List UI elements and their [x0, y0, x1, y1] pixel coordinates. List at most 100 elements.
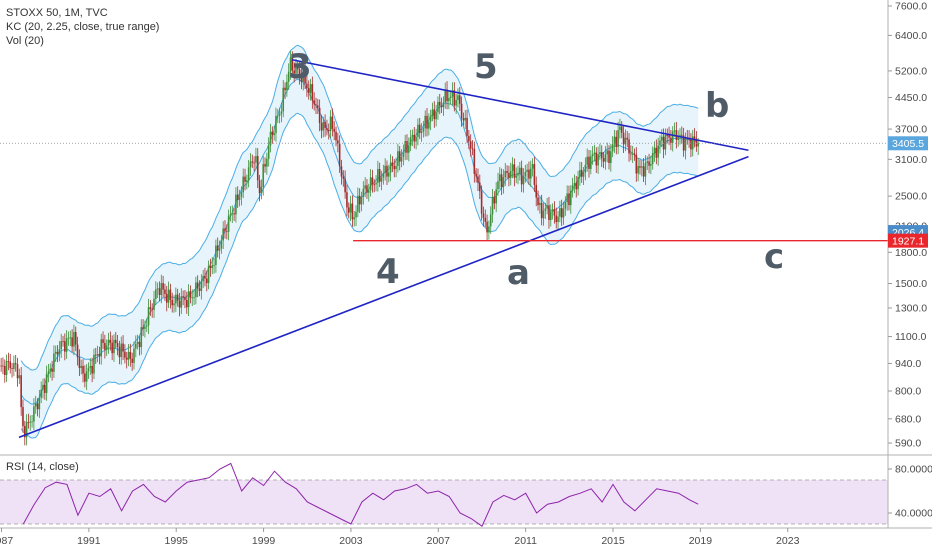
wave-label-b: b	[705, 86, 729, 126]
candle-body	[429, 115, 432, 122]
candle	[193, 289, 195, 305]
candle	[666, 128, 669, 144]
candle	[457, 88, 459, 108]
candle	[340, 159, 343, 185]
price-tick-label: 5200.0	[895, 65, 927, 77]
candle-body	[64, 341, 66, 352]
candle-body	[102, 339, 104, 343]
wave-label-5: 5	[474, 47, 498, 87]
candle-body	[147, 307, 150, 326]
candle	[482, 206, 485, 227]
candle-body	[408, 145, 410, 153]
candle-body	[78, 357, 81, 368]
candle-body	[471, 148, 474, 150]
candle-body	[109, 339, 112, 343]
candle	[357, 187, 359, 218]
candle-body	[679, 134, 681, 137]
candle	[393, 158, 396, 178]
candle	[478, 174, 481, 200]
candle	[180, 288, 183, 315]
candle-body	[242, 176, 244, 193]
price-panel[interactable]	[0, 44, 888, 446]
wave-label-c: c	[764, 237, 784, 277]
candle-body	[215, 245, 217, 266]
candle-body	[11, 368, 13, 370]
candle	[406, 134, 408, 160]
candle-body	[74, 331, 77, 345]
candle-body	[315, 104, 317, 106]
candle-body	[346, 192, 348, 208]
rsi-panel[interactable]	[0, 462, 888, 527]
candle	[302, 63, 305, 91]
candle	[677, 130, 679, 147]
candle-body	[473, 148, 476, 174]
candle-body	[569, 190, 572, 206]
candle	[542, 202, 545, 226]
candle	[96, 345, 99, 363]
candle	[398, 145, 401, 171]
candle-body	[428, 121, 430, 129]
candle-body	[597, 154, 599, 166]
candle-body	[200, 281, 203, 291]
candle	[371, 169, 374, 193]
candle-body	[604, 154, 607, 162]
candle	[639, 159, 641, 175]
candle-body	[409, 137, 412, 146]
candle	[27, 413, 30, 429]
candle-body	[233, 213, 235, 215]
candle	[31, 414, 33, 428]
candle-body	[80, 365, 83, 368]
candle-body	[22, 407, 24, 427]
candle	[588, 149, 590, 178]
candle-body	[165, 293, 168, 303]
candle-body	[420, 131, 423, 133]
candle-body	[5, 361, 8, 375]
candle-body	[82, 365, 84, 374]
candle-body	[195, 282, 197, 298]
candle-body	[449, 96, 452, 99]
candle	[346, 184, 348, 217]
time-tick-label: 1995	[165, 535, 189, 547]
candle	[344, 170, 346, 199]
candle-body	[284, 87, 286, 91]
candle	[622, 125, 625, 154]
price-tick-label: 1800.0	[895, 247, 927, 259]
candle	[495, 182, 497, 213]
candle-body	[133, 348, 135, 363]
candle-body	[458, 95, 461, 104]
candle	[220, 234, 223, 254]
candle	[326, 119, 328, 136]
candle	[49, 363, 52, 378]
candle-body	[659, 140, 661, 146]
candle	[246, 174, 248, 190]
candle-body	[398, 151, 401, 162]
candle	[526, 163, 528, 181]
candle	[251, 154, 254, 168]
candle-body	[544, 208, 547, 211]
candle	[187, 284, 190, 317]
candle-body	[16, 364, 19, 379]
candle	[551, 203, 554, 220]
candle	[488, 220, 490, 240]
candle	[229, 206, 232, 222]
candle	[620, 121, 623, 139]
candle-body	[608, 150, 610, 163]
candle-body	[639, 166, 641, 168]
candle	[373, 179, 376, 193]
candle-body	[664, 134, 667, 150]
candle-body	[184, 297, 186, 301]
candle	[125, 352, 128, 369]
candle	[606, 142, 608, 163]
candle-body	[526, 169, 528, 172]
candle	[287, 63, 290, 90]
candle	[566, 185, 568, 211]
candle-body	[628, 139, 630, 154]
candle-body	[355, 211, 357, 218]
candle	[506, 165, 508, 179]
candle-body	[373, 184, 376, 186]
candle-body	[591, 154, 594, 157]
candle-body	[620, 126, 623, 133]
time-tick-label: 1987	[0, 535, 13, 547]
candle	[33, 398, 35, 430]
